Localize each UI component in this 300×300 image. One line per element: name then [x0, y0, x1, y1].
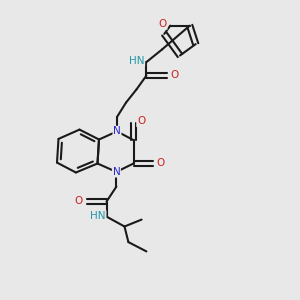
Text: HN: HN	[129, 56, 145, 66]
Text: O: O	[137, 116, 145, 127]
Text: O: O	[170, 70, 179, 80]
Text: N: N	[113, 126, 121, 136]
Text: O: O	[156, 158, 165, 169]
Text: N: N	[112, 167, 120, 177]
Text: HN: HN	[90, 211, 106, 221]
Text: O: O	[74, 196, 83, 206]
Text: O: O	[159, 19, 167, 29]
